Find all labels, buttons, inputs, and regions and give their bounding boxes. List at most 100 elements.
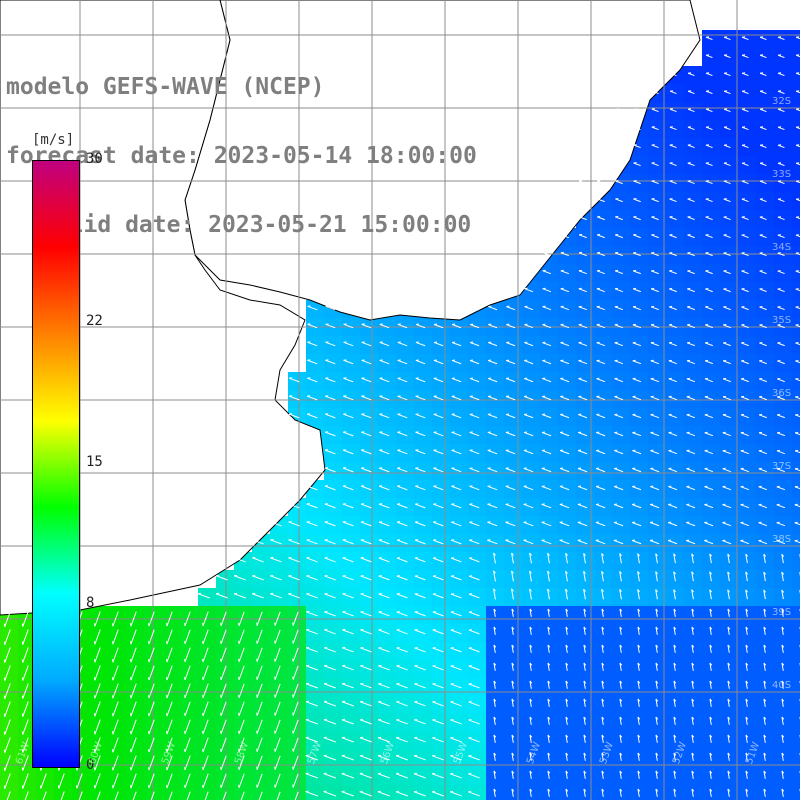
wind-arrow [583, 608, 586, 617]
wind-arrow [704, 396, 714, 401]
wind-arrow [112, 755, 119, 771]
wind-arrow [306, 611, 318, 617]
wind-arrow [233, 575, 246, 581]
wind-arrow-head [601, 734, 605, 738]
wind-arrow-head [601, 644, 605, 648]
wind-arrow [614, 288, 623, 293]
wind-arrow [596, 288, 606, 293]
wind-arrow [94, 611, 101, 627]
wind-arrow [238, 647, 245, 662]
wind-arrow-head [691, 716, 695, 720]
wind-arrow [414, 539, 426, 545]
wind-arrow [723, 342, 731, 347]
wind-arrow [487, 360, 498, 365]
wind-arrow [396, 503, 408, 509]
wind-arrow [655, 752, 658, 761]
wind-arrow [506, 342, 516, 347]
wind-arrow [359, 701, 372, 707]
colorbar-unit: [m/s] [32, 132, 75, 148]
wind-arrow [687, 162, 695, 167]
wind-arrow [795, 306, 800, 310]
wind-arrow-head [601, 571, 604, 574]
wind-cell [792, 660, 800, 678]
wind-arrow [307, 377, 318, 383]
wind-arrow [184, 755, 191, 771]
wind-arrow [741, 144, 749, 149]
wind-arrow [669, 198, 677, 203]
wind-cell [342, 786, 360, 800]
wind-arrow [777, 126, 785, 131]
wind-arrow [397, 467, 408, 473]
wind-arrow-head [781, 662, 785, 666]
wind-arrow [578, 432, 588, 437]
wind-arrow [529, 553, 532, 564]
wind-arrow [781, 734, 784, 743]
wind-arrow [650, 324, 659, 329]
wind-arrow-head [709, 553, 713, 557]
wind-arrow-head [709, 589, 712, 593]
wind-arrow-head [619, 734, 623, 738]
wind-arrow-head [709, 752, 713, 756]
wind-arrow [650, 306, 659, 311]
wind-arrow-head [691, 752, 695, 756]
wind-arrow-head [601, 608, 605, 612]
wind-arrow [613, 504, 624, 509]
wind-arrow [723, 198, 731, 203]
wind-arrow [651, 234, 659, 239]
wind-arrow [673, 571, 676, 582]
wind-arrow [723, 126, 731, 131]
wind-arrow [709, 553, 712, 564]
wind-arrow [40, 773, 47, 789]
wind-arrow [505, 521, 516, 527]
wind-arrow [166, 719, 173, 735]
wind-arrow [723, 252, 731, 257]
wind-arrow [741, 54, 749, 59]
wind-arrow [597, 180, 605, 185]
wind-arrow-head [601, 770, 605, 774]
wind-cell [792, 606, 800, 624]
wind-arrow [763, 698, 766, 707]
wind-arrow [723, 180, 731, 185]
wind-arrow [524, 378, 534, 383]
wind-arrow [202, 719, 209, 735]
wind-arrow [673, 716, 676, 725]
wind-arrow [776, 504, 786, 509]
wind-arrow [565, 644, 568, 653]
wind-arrow [615, 126, 623, 131]
wind-arrow [637, 716, 640, 725]
wind-arrow [341, 719, 354, 725]
wind-arrow [632, 288, 641, 293]
wind-arrow [343, 395, 354, 401]
wind-arrow [42, 791, 47, 800]
wind-arrow [256, 773, 263, 788]
wind-arrow [763, 571, 766, 582]
wind-arrow [633, 234, 641, 239]
wind-arrow [560, 378, 570, 383]
wind-arrow [493, 680, 496, 689]
wind-arrow [323, 791, 336, 797]
wind-arrow [511, 552, 514, 564]
wind-arrow [745, 698, 748, 707]
wind-arrow [596, 324, 606, 329]
wind-cell [396, 786, 414, 800]
wind-arrow [256, 665, 263, 680]
wind-cell [108, 786, 126, 800]
wind-arrow [668, 486, 678, 491]
wind-arrow [723, 144, 731, 149]
wind-arrow [633, 252, 641, 257]
wind-arrow-head [583, 788, 587, 792]
wind-arrow [795, 54, 800, 58]
wind-arrow [795, 252, 800, 256]
wind-arrow [112, 719, 119, 735]
wind-arrow [288, 521, 300, 527]
wind-arrow [22, 611, 29, 627]
wind-arrow-head [673, 662, 677, 666]
wind-arrows [3, 36, 800, 800]
wind-arrow [583, 644, 586, 653]
wind-arrow [709, 662, 712, 671]
wind-arrow-head [673, 553, 676, 557]
wind-arrow [781, 716, 784, 725]
wind-arrow-head [745, 662, 749, 666]
wind-arrow [650, 396, 660, 401]
wind-arrow [468, 773, 480, 779]
